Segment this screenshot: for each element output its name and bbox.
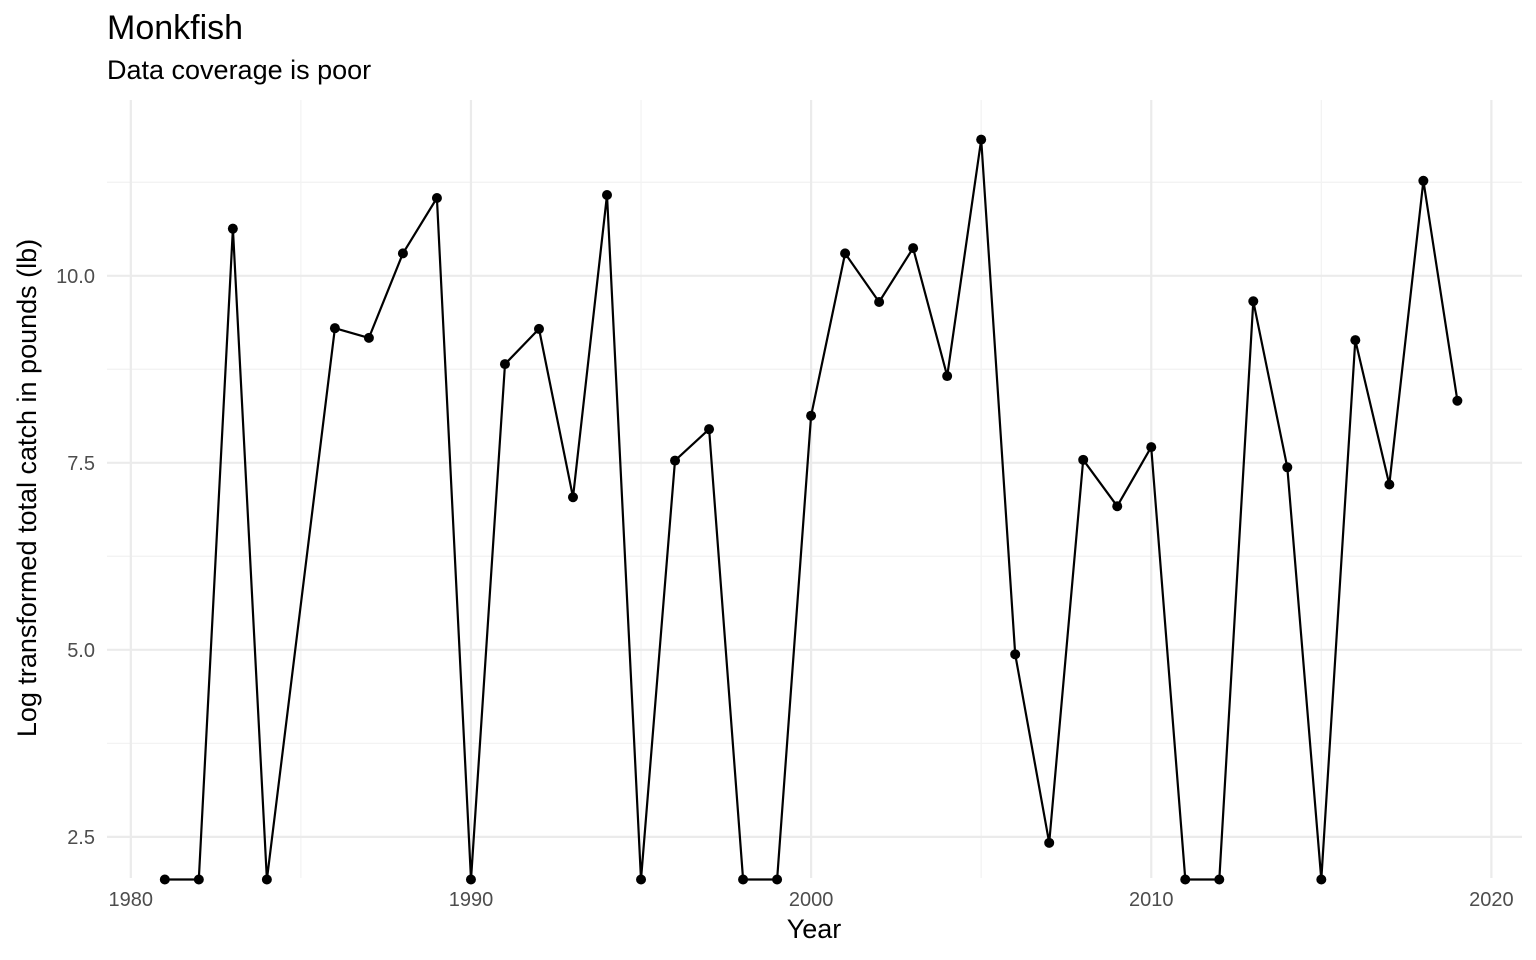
data-point <box>363 332 374 343</box>
x-axis-title: Year <box>787 914 842 944</box>
data-point <box>1316 874 1327 885</box>
x-tick-label: 1990 <box>449 889 494 911</box>
data-point <box>1146 442 1157 453</box>
data-point <box>499 359 510 370</box>
data-point <box>159 874 170 885</box>
x-tick-label: 2000 <box>789 889 834 911</box>
x-tick-label: 2010 <box>1129 889 1174 911</box>
data-point <box>602 190 613 201</box>
data-point <box>329 323 340 334</box>
data-point <box>1248 296 1259 307</box>
data-point <box>806 410 817 421</box>
data-point <box>567 492 578 503</box>
data-point <box>227 223 238 234</box>
data-point <box>772 874 783 885</box>
y-tick-label: 2.5 <box>67 827 95 849</box>
data-point <box>397 248 408 259</box>
data-point <box>261 874 272 885</box>
data-series <box>159 134 1463 885</box>
data-point <box>1350 335 1361 346</box>
y-tick-label: 7.5 <box>67 453 95 475</box>
chart-subtitle: Data coverage is poor <box>107 55 371 85</box>
data-point <box>1078 454 1089 465</box>
chart-title: Monkfish <box>107 9 243 47</box>
x-tick-label: 1980 <box>109 889 154 911</box>
data-point <box>533 323 544 334</box>
data-point <box>465 874 476 885</box>
x-tick-label: 2020 <box>1469 889 1514 911</box>
data-point <box>1384 479 1395 490</box>
data-point <box>1282 462 1293 473</box>
data-point <box>738 874 749 885</box>
y-tick-label: 10.0 <box>56 266 95 288</box>
data-point <box>908 243 919 254</box>
y-axis-tick-labels: 2.5 5.0 7.5 10.0 <box>56 266 95 849</box>
data-point <box>976 134 987 145</box>
data-point <box>1180 874 1191 885</box>
data-point <box>193 874 204 885</box>
data-point <box>1044 837 1055 848</box>
data-point <box>636 874 647 885</box>
data-point <box>1010 649 1021 660</box>
data-point <box>840 248 851 259</box>
data-point <box>874 296 885 307</box>
y-tick-label: 5.0 <box>67 640 95 662</box>
data-point <box>670 455 681 466</box>
series-line <box>164 138 1459 881</box>
major-gridlines <box>107 100 1522 878</box>
data-point <box>1214 874 1225 885</box>
minor-gridlines <box>107 100 1522 878</box>
y-axis-title: Log transformed total catch in pounds (l… <box>12 239 42 737</box>
data-point <box>942 371 953 382</box>
data-point <box>1452 395 1463 406</box>
x-axis-tick-labels: 1980 1990 2000 2010 2020 <box>109 889 1514 911</box>
data-point <box>1112 501 1123 512</box>
data-point <box>1418 175 1429 186</box>
data-point <box>431 192 442 203</box>
data-point <box>704 424 715 435</box>
